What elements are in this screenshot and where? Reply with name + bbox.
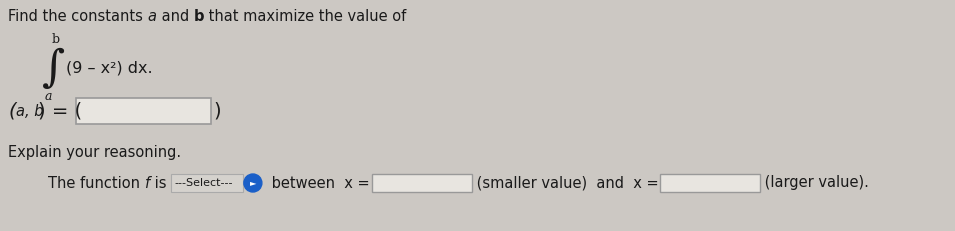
Text: that maximize the value of: that maximize the value of	[203, 9, 406, 24]
Text: ) = (: ) = (	[37, 101, 82, 121]
Text: (9 – x²) dx.: (9 – x²) dx.	[66, 61, 153, 76]
Text: ∫: ∫	[42, 46, 65, 90]
FancyBboxPatch shape	[371, 174, 472, 192]
FancyBboxPatch shape	[75, 98, 211, 124]
Text: is: is	[150, 176, 171, 191]
Text: a, b: a, b	[15, 103, 43, 119]
Text: ): )	[214, 101, 222, 121]
Text: ►: ►	[249, 179, 256, 188]
Text: a: a	[147, 9, 157, 24]
Text: (: (	[8, 101, 15, 121]
FancyBboxPatch shape	[660, 174, 760, 192]
Text: The function: The function	[48, 176, 144, 191]
Text: b: b	[193, 9, 203, 24]
FancyBboxPatch shape	[171, 174, 243, 192]
Text: (smaller value)  and  x =: (smaller value) and x =	[472, 176, 658, 191]
Circle shape	[244, 174, 262, 192]
Text: Explain your reasoning.: Explain your reasoning.	[8, 146, 181, 161]
Text: b: b	[52, 33, 60, 46]
Text: ---Select---: ---Select---	[175, 178, 233, 188]
Text: f: f	[144, 176, 150, 191]
Text: a: a	[45, 90, 53, 103]
Text: between  x =: between x =	[266, 176, 370, 191]
Text: (larger value).: (larger value).	[760, 176, 869, 191]
Text: Find the constants: Find the constants	[8, 9, 147, 24]
Text: and: and	[157, 9, 193, 24]
